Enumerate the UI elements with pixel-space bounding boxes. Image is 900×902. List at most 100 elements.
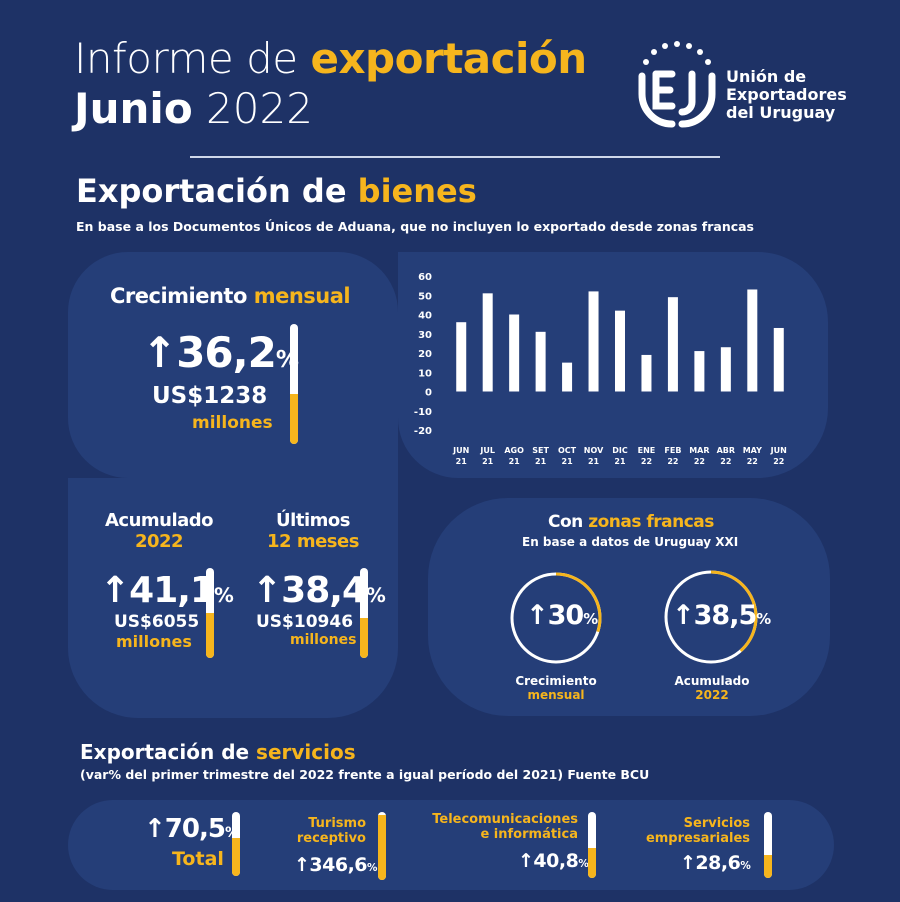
x-tick-label: 22 [667,457,678,466]
tourism-bar [378,812,386,880]
x-tick-label: 21 [614,457,626,466]
last12-amount: US$10946 [256,612,354,632]
report-title: Informe de exportación [74,34,587,83]
chart-bar [588,291,599,392]
free-zones-monthly-value: ↑30% [526,600,599,631]
chart-bar [641,354,652,392]
free-zones-monthly-label: Crecimiento mensual [515,674,597,702]
business-category: Servicios empresariales [645,816,750,846]
free-zones-accumulated-label: Acumulado 2022 [674,674,750,702]
x-tick-label: DIC [612,446,628,455]
arrow-up-icon: ↑ [518,850,534,872]
chart-bar [694,351,705,392]
y-tick-label: 40 [418,311,432,322]
x-tick-label: 21 [562,457,574,466]
x-tick-label: AGO [504,446,524,455]
chart-bar [773,327,784,392]
x-tick-label: MAY [743,446,762,455]
monthly-unit: millones [192,413,273,433]
monthly-growth-label: Crecimiento mensual [110,284,351,308]
arrow-up-icon: ↑ [672,600,695,631]
accumulated-unit: millones [116,632,192,651]
telecom-bar [588,812,596,878]
x-tick-label: 21 [456,457,468,466]
x-tick-label: 22 [641,457,652,466]
arrow-up-icon: ↑ [680,852,696,874]
monthly-growth-panel [68,252,398,478]
x-tick-label: JUN [770,446,787,455]
arrow-up-icon: ↑ [144,814,166,844]
x-tick-label: ABR [717,446,735,455]
services-section-subtitle: (var% del primer trimestre del 2022 fren… [80,767,650,782]
chart-bar [482,293,493,392]
arrow-up-icon: ↑ [526,600,549,631]
x-tick-label: 22 [720,457,731,466]
accumulated-bar [206,568,214,658]
x-tick-label: JUN [452,446,469,455]
chart-bar [456,322,467,392]
monthly-exports-chart: 60 50 40 30 20 10 0 -10 -20 JUN 21 JUL 21 AGO 21 SET 21 O… [414,272,787,466]
x-tick-label: MAR [689,446,709,455]
x-tick-label: 21 [509,457,521,466]
accumulated-amount: US$6055 [114,612,200,632]
free-zones-accumulated-ring [664,570,758,664]
last12-bar [360,568,368,658]
free-zones-panel [428,498,830,716]
x-tick-label: 22 [773,457,784,466]
chart-bar [535,331,546,392]
chart-bar [720,347,731,392]
bar-fill [378,815,386,880]
cumulative-panel [68,478,398,718]
free-zones-title: Con zonas francas [548,512,714,532]
chart-bar [667,297,678,392]
goods-section-subtitle: En base a los Documentos Únicos de Aduan… [76,219,754,234]
services-section-title: Exportación de servicios [80,740,356,764]
bar-fill [232,837,240,876]
bar-fill [588,848,596,878]
uedu-logo-icon [638,41,716,128]
monthly-amount: US$1238 [152,383,268,409]
business-bar [764,812,772,878]
x-tick-label: NOV [584,446,604,455]
arrow-up-icon: ↑ [252,570,282,611]
chart-bar [747,289,758,392]
last12-value: ↑38,4% [252,570,386,611]
report-period: Junio 2022 [74,84,313,133]
y-tick-label: 0 [425,388,432,399]
x-tick-label: SET [532,446,549,455]
arrow-up-icon: ↑ [100,570,130,611]
org-logo: Unión de Exportadores del Uruguay [636,40,856,130]
chart-bar [509,314,520,392]
accumulated-value: ↑41,1% [100,570,234,611]
bar-fill [206,613,214,658]
x-tick-label: 22 [747,457,758,466]
last12-unit: millones [290,632,357,648]
bar-fill [290,393,298,444]
accumulated-label: Acumulado 2022 [104,510,214,552]
arrow-up-icon: ↑ [294,854,310,876]
services-total-value: ↑70,5% [144,814,239,844]
header-divider [190,156,720,158]
x-tick-label: ENE [638,446,656,455]
x-tick-label: OCT [558,446,577,455]
y-tick-label: 20 [418,349,432,360]
services-total-label: Total [172,848,224,870]
y-tick-label: 60 [418,272,432,283]
x-tick-label: JUL [479,446,495,455]
y-tick-label: -10 [414,407,432,418]
x-tick-label: 21 [588,457,600,466]
y-tick-label: 10 [418,368,432,379]
last12-label: Últimos 12 meses [267,510,359,552]
bar-fill [360,617,368,658]
y-tick-label: -20 [414,426,432,437]
services-panel [68,800,834,890]
y-tick-label: 30 [418,330,432,341]
tourism-category: Turismo receptivo [296,816,366,846]
x-tick-label: FEB [664,446,681,455]
chart-bar [615,310,625,392]
free-zones-monthly-ring [510,572,602,664]
tourism-value: ↑346,6% [294,854,378,876]
bar-fill [764,854,772,878]
arrow-up-icon: ↑ [142,328,177,377]
monthly-growth-bar [290,324,298,444]
